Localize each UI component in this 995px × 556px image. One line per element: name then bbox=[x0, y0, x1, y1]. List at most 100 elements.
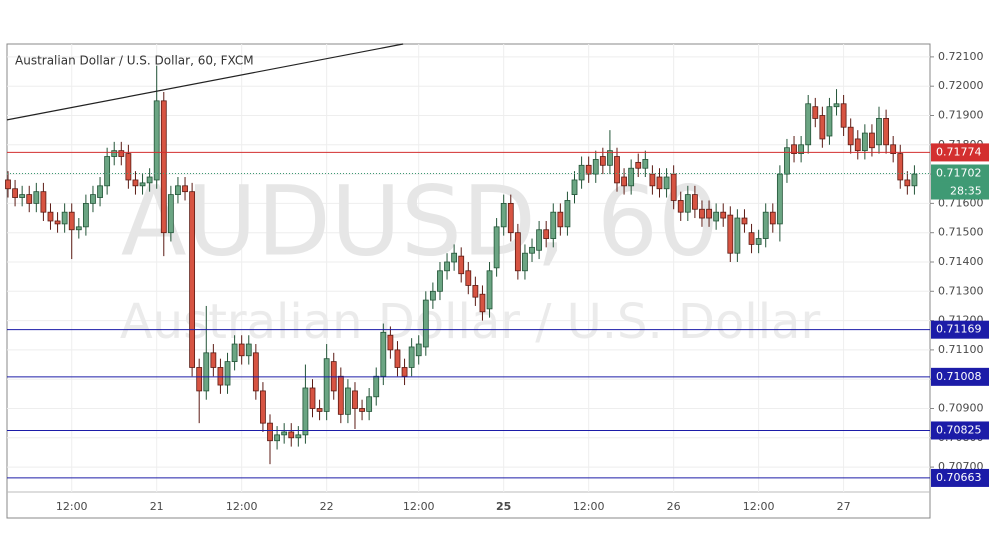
candle-body bbox=[840, 103, 847, 128]
candle-body bbox=[656, 176, 663, 190]
candle-body bbox=[876, 118, 882, 146]
candle-body bbox=[245, 343, 252, 357]
x-tick-label: 12:00 bbox=[743, 500, 775, 513]
candle-body bbox=[784, 147, 790, 175]
x-tick-label: 12:00 bbox=[403, 500, 435, 513]
candle-body bbox=[139, 182, 146, 187]
candle-body bbox=[82, 202, 89, 228]
candle-body bbox=[104, 156, 111, 187]
candle-body bbox=[132, 179, 139, 187]
trendline bbox=[6, 43, 404, 121]
candle-body bbox=[465, 270, 472, 286]
x-tick-label: 25 bbox=[496, 500, 511, 513]
candle-body bbox=[826, 106, 833, 137]
candle-body bbox=[557, 211, 564, 228]
candle-body bbox=[281, 431, 288, 436]
candle-body bbox=[550, 211, 557, 239]
candle-body bbox=[684, 194, 691, 213]
candle-body bbox=[854, 138, 861, 152]
candle-body bbox=[897, 153, 904, 181]
background-layer: 0.707000.708000.709000.710000.711000.712… bbox=[7, 44, 984, 513]
candle-body bbox=[812, 106, 819, 119]
candle-body bbox=[252, 352, 259, 392]
candle-body bbox=[118, 150, 125, 157]
candle-body bbox=[380, 331, 387, 377]
candle-body bbox=[47, 211, 54, 222]
candle-body bbox=[883, 118, 889, 146]
candle-body bbox=[394, 349, 401, 368]
y-tick-label: 0.72000 bbox=[938, 79, 984, 92]
candle-body bbox=[196, 367, 203, 392]
candle-body bbox=[911, 173, 918, 187]
price-label: 0.71702 bbox=[936, 167, 982, 180]
candle-body bbox=[507, 202, 514, 234]
candle-body bbox=[628, 167, 635, 187]
candle-body bbox=[366, 396, 373, 412]
y-tick-label: 0.72100 bbox=[938, 50, 984, 63]
x-tick-label: 12:00 bbox=[56, 500, 88, 513]
candle-body bbox=[642, 159, 649, 169]
candle-body bbox=[182, 185, 188, 193]
candle-body bbox=[75, 226, 82, 231]
countdown-label: 28:35 bbox=[950, 185, 982, 198]
candle-body bbox=[359, 408, 365, 412]
candle-body bbox=[592, 159, 599, 175]
candle-body bbox=[323, 358, 330, 412]
candle-body bbox=[19, 194, 26, 198]
price-label-box bbox=[931, 421, 989, 440]
candle-body bbox=[677, 200, 684, 213]
candle-body bbox=[345, 387, 351, 415]
candle-body bbox=[189, 191, 196, 368]
foreground-layer: 0.71774 0.71169 0.71008 0.70825 0.70663 0.717… bbox=[5, 43, 989, 487]
candle-body bbox=[720, 211, 727, 219]
x-tick-label: 21 bbox=[150, 500, 164, 513]
candle-body bbox=[429, 290, 436, 301]
candle-body bbox=[437, 270, 443, 292]
candle-body bbox=[68, 211, 75, 231]
candle-body bbox=[734, 217, 741, 254]
candle-body bbox=[479, 293, 486, 313]
price-label-box bbox=[931, 320, 989, 339]
candle-body bbox=[54, 220, 61, 225]
candle-body bbox=[97, 185, 103, 198]
price-label-box bbox=[931, 164, 989, 183]
candle-body bbox=[231, 343, 238, 363]
candle-body bbox=[373, 375, 380, 398]
candle-body bbox=[33, 191, 40, 204]
candle-body bbox=[160, 100, 167, 234]
candle-body bbox=[153, 100, 160, 181]
candle-body bbox=[543, 229, 550, 239]
candle-body bbox=[621, 176, 627, 187]
candle-body bbox=[267, 422, 273, 442]
candle-body bbox=[337, 375, 344, 415]
price-label: 0.71008 bbox=[936, 370, 982, 383]
y-tick-label: 0.71600 bbox=[938, 196, 984, 209]
y-tick-label: 0.70900 bbox=[938, 401, 984, 414]
candle-body bbox=[167, 194, 174, 234]
candle-body bbox=[691, 194, 698, 210]
candle-body bbox=[514, 232, 521, 272]
candle-body bbox=[904, 179, 911, 187]
candle-body bbox=[649, 173, 656, 187]
candle-body bbox=[274, 434, 280, 442]
x-tick-label: 12:00 bbox=[573, 500, 605, 513]
candle-body bbox=[536, 229, 543, 251]
candle-body bbox=[585, 164, 592, 175]
countdown-box bbox=[931, 182, 989, 200]
candle-body bbox=[861, 132, 868, 152]
candle-body bbox=[819, 115, 826, 140]
candle-body bbox=[61, 211, 68, 225]
candle-body bbox=[776, 173, 783, 225]
x-tick-label: 22 bbox=[320, 500, 334, 513]
candle-body bbox=[713, 211, 720, 222]
candle-body bbox=[769, 211, 776, 225]
candle-body bbox=[210, 352, 217, 368]
candle-body bbox=[451, 252, 458, 263]
candle-body bbox=[699, 208, 705, 219]
candle-body bbox=[295, 434, 302, 439]
candle-body bbox=[90, 194, 96, 204]
candle-body bbox=[571, 179, 578, 196]
plot-frame bbox=[6, 43, 931, 519]
price-label-box bbox=[931, 367, 989, 386]
